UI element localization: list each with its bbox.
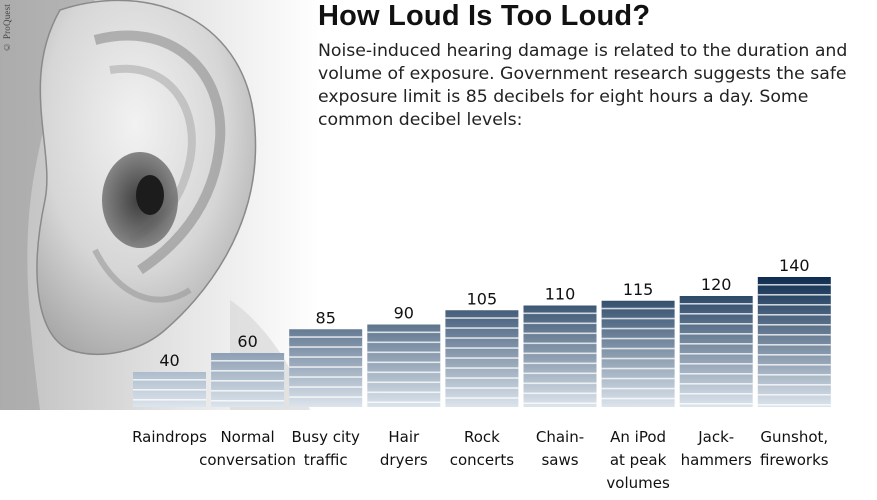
category-label: Chain-saws xyxy=(536,428,584,469)
bar xyxy=(289,329,363,407)
value-label: 120 xyxy=(701,275,732,294)
value-label: 115 xyxy=(623,280,654,299)
category-label: Gunshot, fireworks xyxy=(760,428,829,469)
value-labels-group: 40 60 85 90 105 110 115 120 140 xyxy=(159,256,809,370)
ear-illustration xyxy=(0,0,320,410)
category-label: Hair dryers xyxy=(380,428,428,469)
category-label: An iPod at peak volumes xyxy=(606,428,670,492)
category-label: Busy city traffic xyxy=(291,428,360,469)
bar xyxy=(679,296,753,407)
value-label: 105 xyxy=(467,289,498,308)
bar xyxy=(211,353,285,407)
value-label: 60 xyxy=(237,332,257,351)
chart-subtitle: Noise-induced hearing damage is related … xyxy=(318,41,848,130)
photo-credit: © ProQuest xyxy=(2,4,12,52)
category-label: Raindrops xyxy=(132,428,207,446)
value-label: 40 xyxy=(159,351,179,370)
value-label: 140 xyxy=(779,256,810,275)
bar xyxy=(601,300,675,407)
chart-title: How Loud Is Too Loud? xyxy=(318,0,651,32)
bars-group xyxy=(133,277,831,407)
category-label: Normal conversation xyxy=(199,428,296,469)
bar xyxy=(757,277,831,407)
value-label: 110 xyxy=(545,285,576,304)
category-label: Jack-hammers xyxy=(681,428,752,469)
bar xyxy=(445,310,519,407)
bar xyxy=(133,372,206,407)
value-label: 85 xyxy=(316,308,336,327)
bar xyxy=(367,324,441,407)
bar xyxy=(523,305,597,407)
category-label: Rock concerts xyxy=(450,428,514,469)
value-label: 90 xyxy=(394,304,414,323)
